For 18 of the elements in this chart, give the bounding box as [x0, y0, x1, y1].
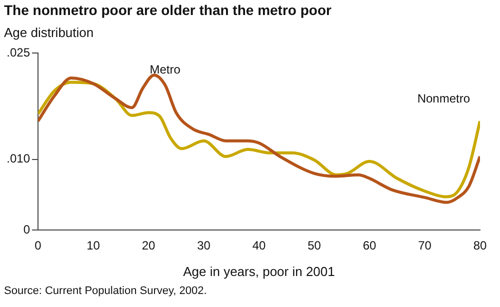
chart-title: The nonmetro poor are older than the metro poor [4, 2, 332, 18]
x-axis-title: Age in years, poor in 2001 [183, 264, 335, 279]
x-tick-label: 0 [34, 238, 42, 253]
x-tick-label: 60 [362, 238, 376, 253]
x-tick-label: 70 [418, 238, 432, 253]
series-label: Nonmetro [417, 91, 470, 106]
x-tick-label: 30 [197, 238, 211, 253]
x-tick-label: 50 [308, 238, 322, 253]
series-label: Metro [150, 62, 181, 76]
y-tick-label: .010 [6, 152, 30, 166]
y-tick-label: 0 [23, 222, 30, 236]
x-tick-label: 20 [142, 238, 156, 253]
source-note: Source: Current Population Survey, 2002. [4, 285, 207, 297]
x-tick-label: 10 [86, 238, 100, 253]
x-tick-label: 80 [473, 238, 487, 253]
y-axis-title: Age distribution [4, 25, 94, 40]
y-tick-label: .025 [6, 46, 30, 60]
x-tick-label: 40 [252, 238, 266, 253]
